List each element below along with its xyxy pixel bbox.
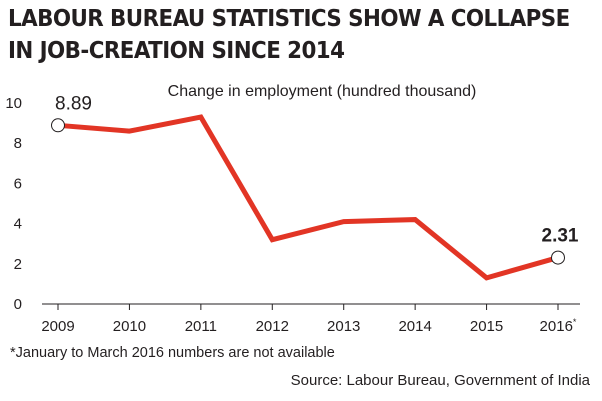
- chart-title: LABOUR BUREAU STATISTICS SHOW A COLLAPSE…: [8, 3, 570, 67]
- y-tick-label: 4: [14, 216, 22, 233]
- endpoint-marker: [51, 118, 65, 133]
- annotations-group: 8.89 2.31: [51, 93, 579, 265]
- y-axis: 0 2 4 6 8 10: [5, 95, 22, 313]
- x-axis: 2009 2010 2011 2012 2013 2014 2015 2016*: [41, 304, 577, 335]
- x-tick-label: 2011: [185, 318, 217, 335]
- data-label: 2.31: [542, 226, 579, 247]
- series-line: [57, 114, 559, 281]
- y-tick-label: 8: [14, 135, 22, 152]
- chart-title-line-1: LABOUR BUREAU STATISTICS SHOW A COLLAPSE: [8, 6, 570, 32]
- y-tick-label: 2: [14, 256, 22, 273]
- x-tick-label: 2012: [256, 318, 289, 335]
- x-tick-label: 2010: [113, 318, 146, 335]
- series-group: [57, 114, 559, 281]
- x-tick-label: 2014: [398, 318, 431, 335]
- chart-title-line-2: IN JOB-CREATION SINCE 2014: [8, 38, 345, 64]
- footnote: *January to March 2016 numbers are not a…: [10, 345, 335, 361]
- x-tick-label: 2013: [327, 318, 360, 335]
- x-tick-label: 2009: [41, 318, 74, 335]
- y-tick-label: 0: [14, 296, 22, 313]
- chart-subtitle: Change in employment (hundred thousand): [168, 83, 477, 100]
- endpoint-marker: [551, 250, 565, 265]
- source-note: Source: Labour Bureau, Government of Ind…: [290, 372, 590, 389]
- y-tick-label: 10: [5, 95, 22, 112]
- x-tick-label: 2015: [470, 318, 503, 335]
- y-tick-label: 6: [14, 175, 22, 192]
- data-label: 8.89: [55, 93, 92, 114]
- x-tick-label: 2016*: [540, 317, 577, 335]
